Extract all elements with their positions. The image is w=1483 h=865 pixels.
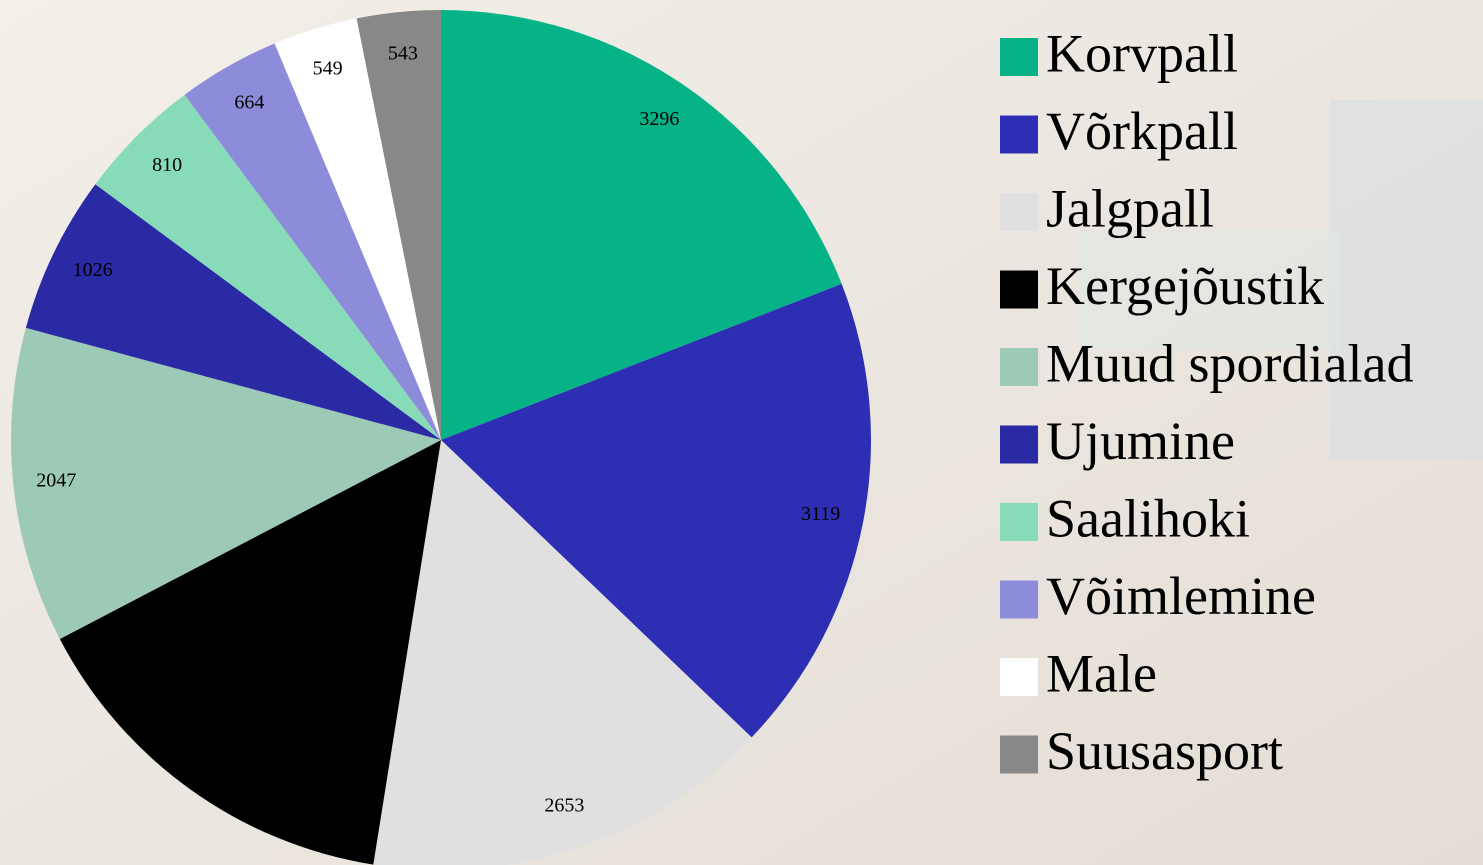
legend-swatch [1000, 348, 1038, 386]
data-label: 2653 [544, 794, 584, 816]
legend-label: Ujumine [1046, 411, 1235, 471]
data-label: 3119 [801, 503, 840, 525]
data-label: 810 [152, 154, 182, 176]
pie-slice [441, 10, 842, 440]
background-decor [1080, 230, 1340, 350]
pie: 3296 3119 2653 2560 2047 1026 810 664 549 543 [10, 10, 871, 865]
legend-swatch [1000, 503, 1038, 541]
legend-swatch [1000, 270, 1038, 309]
pie-slice [25, 184, 441, 440]
legend-label: Male [1046, 643, 1157, 703]
pie-slice [10, 327, 441, 640]
legend-label: Suusasport [1046, 721, 1283, 781]
pie-slice [356, 10, 441, 440]
legend: Korvpall Võrkpall Jalgpall Kergejõustik Muud… [1000, 23, 1413, 781]
data-label: 1026 [73, 259, 113, 281]
pie-slice [441, 283, 871, 738]
data-label: 2047 [36, 470, 76, 492]
pie-slice [274, 18, 441, 440]
legend-label: Kergejõustik [1046, 256, 1324, 316]
pie-slice [373, 440, 752, 865]
legend-label: Jalgpall [1046, 178, 1214, 238]
legend-swatch [1000, 115, 1038, 154]
legend-swatch [1000, 735, 1038, 774]
background-decor [1330, 100, 1483, 460]
legend-label: Võrkpall [1046, 101, 1238, 161]
data-label: 664 [234, 91, 264, 113]
legend-swatch [1000, 193, 1038, 231]
pie-slice [95, 94, 441, 440]
legend-label: Muud spordialad [1046, 333, 1413, 393]
legend-swatch [1000, 38, 1038, 76]
data-label: 549 [313, 58, 343, 80]
legend-swatch [1000, 580, 1038, 619]
legend-label: Saalihoki [1046, 488, 1250, 548]
data-label: 2560 [195, 742, 235, 764]
data-label: 3296 [639, 108, 679, 130]
pie-slice [184, 43, 441, 441]
legend-label: Korvpall [1046, 23, 1238, 83]
legend-swatch [1000, 425, 1038, 464]
data-label: 543 [388, 42, 418, 64]
pie-slice [59, 440, 441, 865]
legend-label: Võimlemine [1046, 566, 1316, 626]
legend-swatch [1000, 658, 1038, 696]
